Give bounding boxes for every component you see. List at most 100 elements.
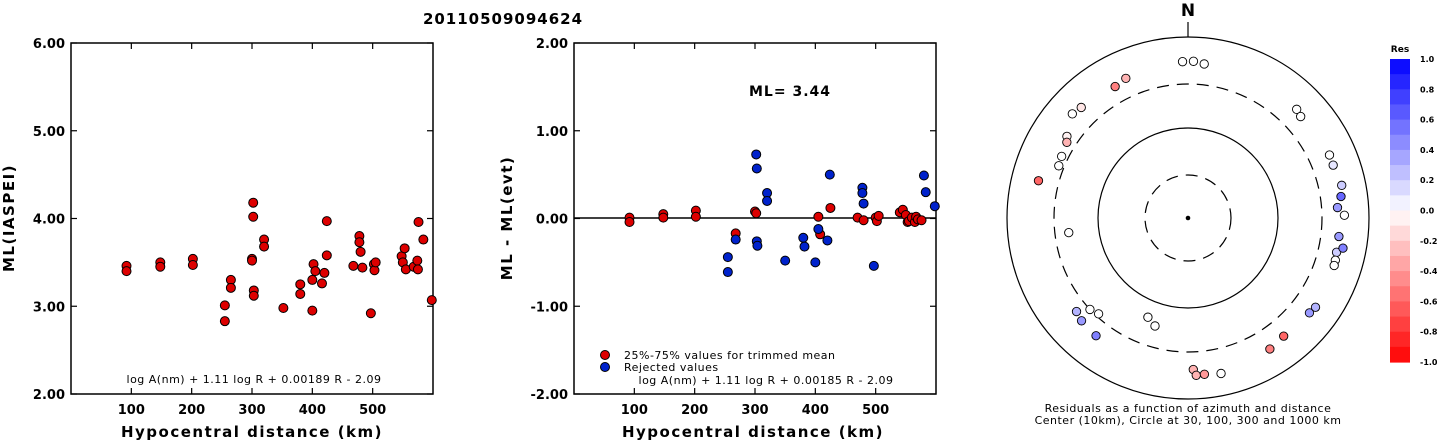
station-marker [1336,191,1346,202]
p1-data-point [295,288,306,299]
colorbar-cell [1390,255,1410,272]
p2-data-point [730,234,741,245]
station-marker [1076,316,1087,326]
p1-y-tick-label: 2.00 [33,388,65,403]
station-marker [1177,57,1188,67]
p1-y-tick-label: 3.00 [33,300,65,315]
p2-data-point [918,170,929,181]
station-marker [1216,368,1226,379]
colorbar-cell [1390,331,1410,348]
station-marker [1199,59,1209,69]
ml-residual-panel: 100 200 300 400 500 -2.00 -1.00 0.00 1.00 2.00 ML… [498,37,940,441]
station-marker [1328,160,1338,170]
p1-data-point [321,250,332,261]
station-marker [1110,81,1120,92]
p2-x-tick-label: 500 [862,403,889,418]
station-marker [1064,227,1074,238]
p1-data-point [355,246,366,257]
ring-100km [1097,127,1279,309]
station-marker [1304,308,1315,318]
p2-data-point [798,232,809,243]
legend-label-red: 25%-75% values for trimmed mean [624,349,836,362]
p1-data-point [219,316,230,327]
p1-data-point [307,274,318,285]
station-marker [1033,176,1044,186]
colorbar-cell [1390,271,1410,287]
colorbar-tick-label: -0.4 [1420,267,1437,276]
p2-y-axis-label: ML - ML(evt) [498,156,516,280]
p1-data-point [412,255,423,266]
p2-y-tick-label: 0.00 [536,213,568,228]
colorbar-cell [1390,59,1410,75]
p2-x-tick-label: 200 [681,403,708,418]
p2-y-tick-label: 2.00 [536,37,568,52]
colorbar-cell [1390,195,1410,212]
p2-y-tick-label: -1.00 [531,300,568,315]
p2-data-point [810,257,821,268]
station-marker [1265,344,1275,354]
p1-data-point [357,262,368,273]
p2-data-point [762,195,773,206]
station-marker [1091,331,1101,341]
colorbar-cell [1390,286,1410,302]
p1-data-point [248,211,259,222]
legend-label-blue: Rejected values [624,361,719,374]
p1-data-point [225,282,236,293]
p1-data-point [248,197,259,208]
p2-data-point [920,187,931,198]
station-marker [1093,309,1104,319]
p1-data-point [307,305,318,316]
station-marker [1338,243,1348,253]
p1-data-point [370,257,381,268]
station-marker [1071,306,1082,317]
ring-30km [1144,174,1232,262]
p1-x-tick-label: 200 [178,403,205,418]
p2-formula: log A(nm) + 1.11 log R + 0.00185 R - 2.0… [639,374,894,387]
p2-data-point [799,241,810,252]
p1-data-point [412,264,423,275]
colorbar-tick-label: 0.0 [1420,207,1435,216]
p2-x-axis-label: Hypocentral distance (km) [622,423,884,441]
colorbar-title: Res [1391,45,1409,55]
colorbar-cell [1390,316,1410,333]
p1-data-point [219,300,230,311]
p1-y-tick-label: 5.00 [33,125,65,140]
polar-caption-1: Residuals as a function of azimuth and d… [1045,402,1332,415]
polar-caption-2: Center (10km), Circle at 30, 100, 300 an… [1035,414,1342,427]
station-marker [1150,321,1160,331]
ml-value-text: ML= 3.44 [749,84,831,100]
station-marker [1324,150,1335,160]
station-marker [1310,302,1321,312]
station-marker [1339,210,1350,220]
colorbar-cell [1390,210,1410,227]
station-marker [1199,369,1210,379]
colorbar-cell [1390,104,1410,121]
p2-data-point [858,215,869,226]
p1-data-point [348,260,359,271]
colorbar-cell [1390,119,1410,136]
station-marker [1067,109,1077,119]
p1-data-point [121,266,132,277]
p2-data-point [858,198,869,209]
azimuth-distance-panel: N Residuals as a function of azimuth and… [1006,1,1370,427]
p2-data-point [751,163,762,174]
p1-y-axis-label: ML(IASPEI) [0,164,18,272]
p2-data-point [751,149,762,160]
p1-data-point [248,290,259,301]
p1-x-tick-label: 100 [118,403,145,418]
colorbar-cell [1390,165,1410,181]
p1-data-point [413,217,424,228]
p1-data-point [418,234,429,245]
p2-y-tick-label: 1.00 [536,125,568,140]
p1-y-tick-label: 4.00 [33,213,65,228]
p1-data-point [310,266,321,277]
p2-x-tick-label: 300 [741,403,768,418]
p1-x-tick-label: 500 [359,403,386,418]
p1-data-point [354,237,365,248]
colorbar-tick-label: -1.0 [1420,358,1437,367]
p1-data-point [321,216,332,227]
colorbar-tick-label: -0.2 [1420,237,1437,246]
ml-iaspei-panel: 100 200 300 400 500 2.00 3.00 4.00 5.00 6.00 ML(I… [0,37,437,441]
station-marker [1191,370,1201,380]
station-marker [1188,56,1199,66]
